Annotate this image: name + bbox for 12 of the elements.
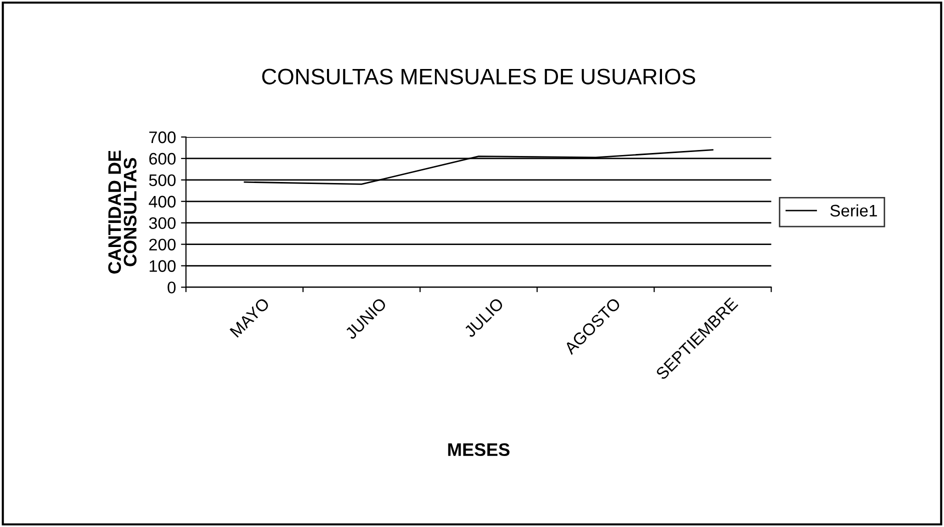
y-tick-label: 0 <box>168 282 176 294</box>
y-tick-label: 600 <box>149 152 176 165</box>
x-axis-title: MESES <box>448 443 510 456</box>
y-tick-label: 500 <box>149 174 176 186</box>
legend-label: Serie1 <box>830 204 877 217</box>
y-tick-label: 300 <box>149 217 176 230</box>
y-tick-label: 200 <box>149 238 176 251</box>
y-tick-label: 700 <box>149 131 176 144</box>
y-axis-title: CANTIDAD DE CONSULTAS <box>108 150 137 274</box>
y-tick-label: 400 <box>148 196 176 208</box>
y-tick-label: 100 <box>150 260 176 272</box>
chart-title: CONSULTAS MENSUALES DE USUARIOS <box>262 68 696 84</box>
